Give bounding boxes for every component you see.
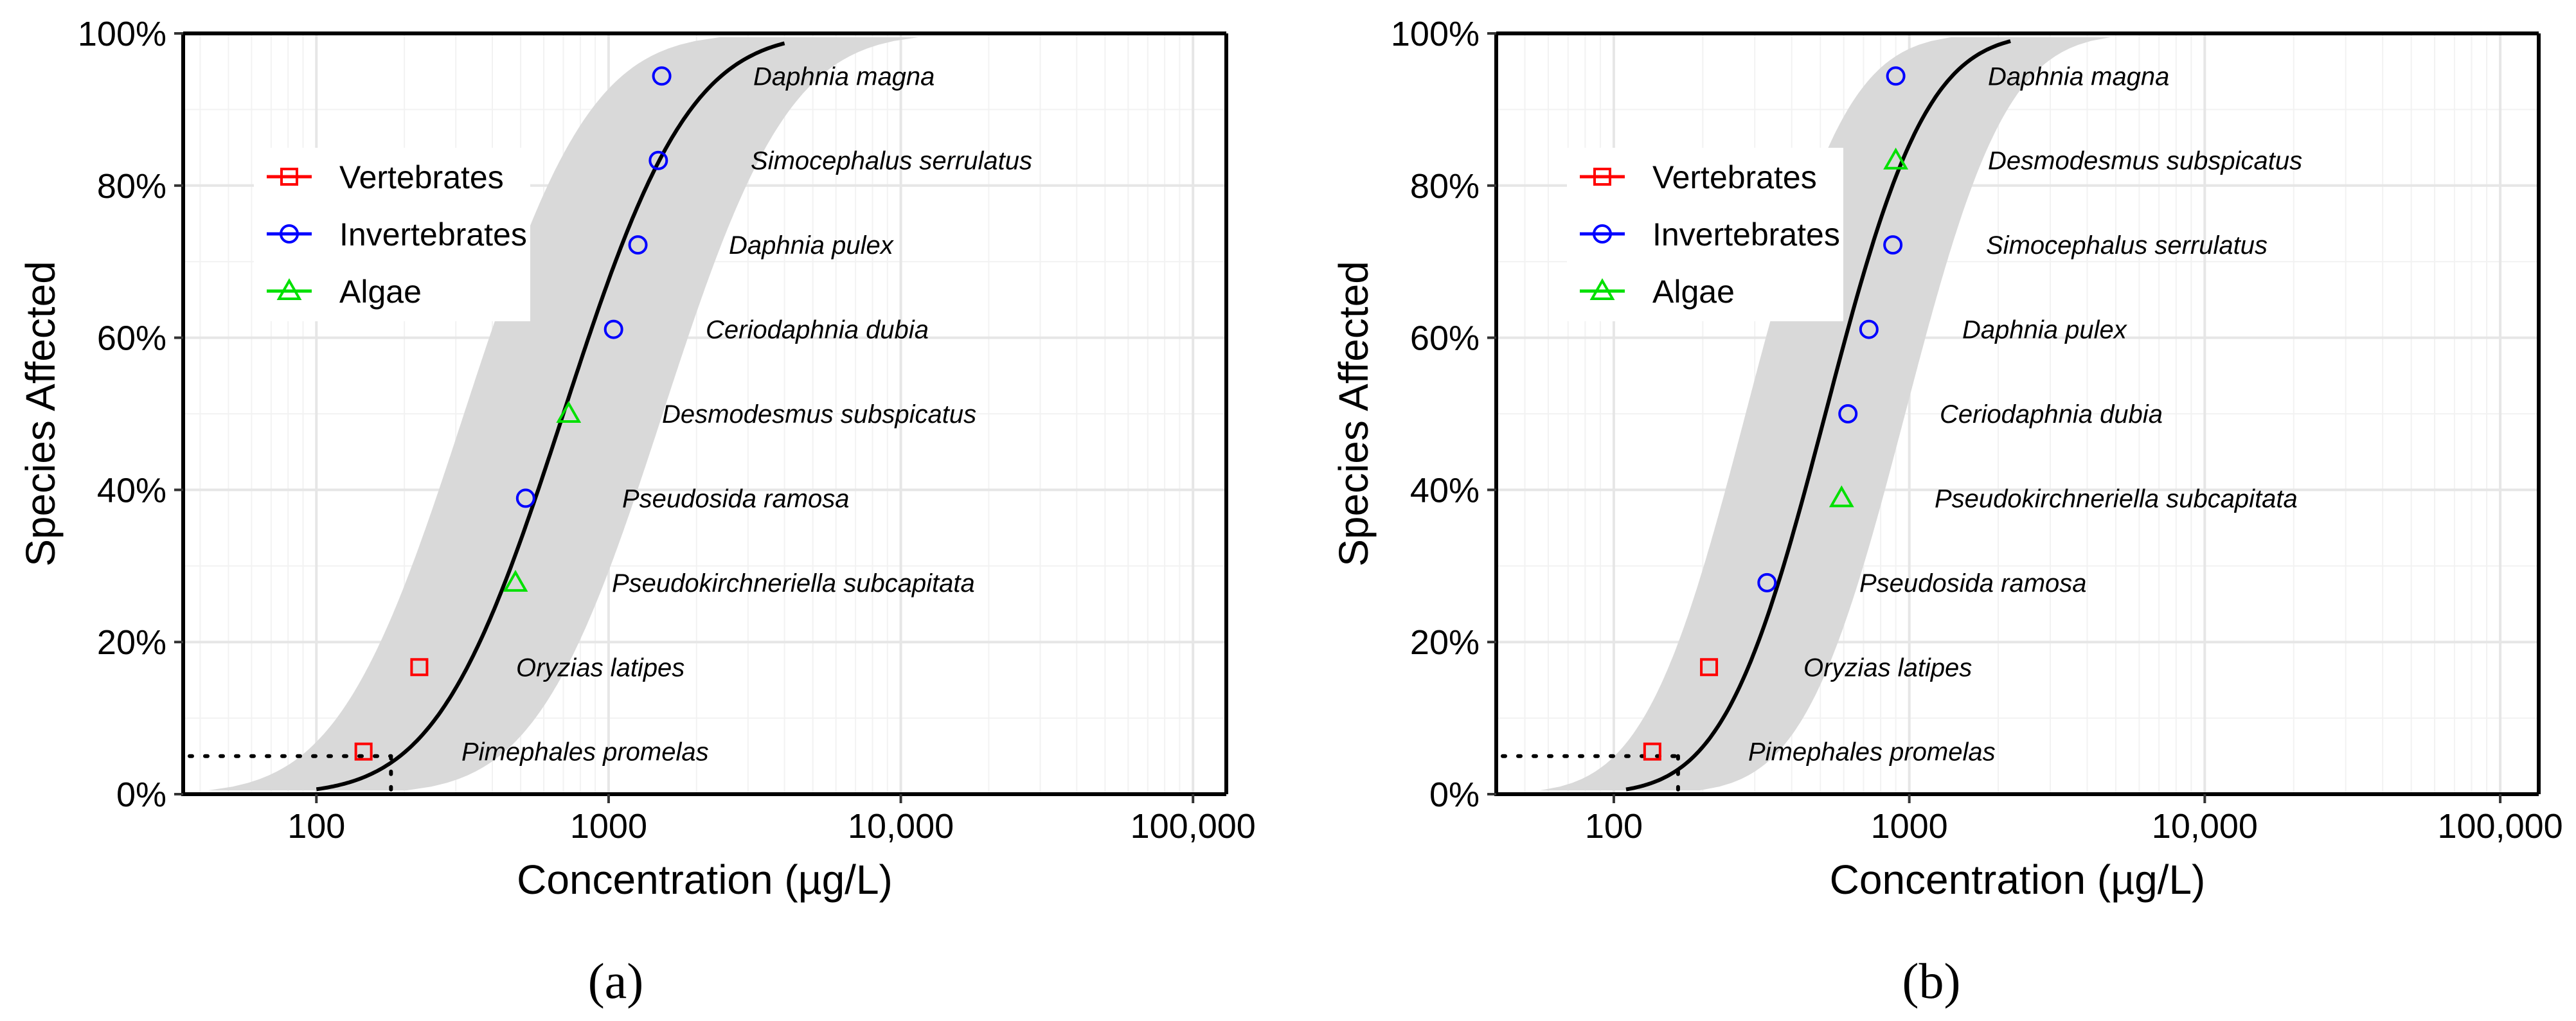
species-label: Pseudokirchneriella subcapitata (612, 569, 975, 598)
x-tick-label: 10,000 (2152, 807, 2258, 846)
legend-label: Algae (1652, 274, 1735, 310)
y-tick-label: 0% (1429, 776, 1480, 814)
legend-label: Algae (339, 274, 422, 310)
legend: Vertebrates Invertebrates Algae (254, 148, 530, 321)
point-algae (556, 400, 582, 423)
species-label: Desmodesmus subspicatus (1988, 147, 2302, 175)
species-label: Daphnia magna (1988, 62, 2169, 91)
y-tick-label: 80% (1410, 167, 1480, 206)
legend-marker-circle (280, 224, 299, 244)
y-tick-label: 40% (1410, 471, 1480, 510)
legend-label: Invertebrates (339, 217, 527, 253)
x-tick-label: 1000 (570, 807, 647, 846)
point-invertebrate (1757, 573, 1777, 592)
legend-marker-triangle (276, 278, 302, 300)
species-label: Daphnia magna (753, 62, 935, 91)
y-tick-label: 100% (78, 15, 166, 53)
y-tick-label: 100% (1391, 15, 1480, 53)
x-axis-title: Concentration (µg/L) (517, 857, 893, 903)
point-algae (503, 569, 528, 592)
point-invertebrate (648, 150, 668, 170)
species-label: Pimephales promelas (461, 738, 709, 767)
y-axis-title: Species Affected (17, 261, 64, 567)
legend-marker-square (1593, 168, 1611, 186)
fitted-ssd-curve (316, 41, 785, 792)
x-axis-title: Concentration (µg/L) (1830, 857, 2206, 903)
legend-label: Vertebrates (339, 159, 504, 195)
y-tick-label: 60% (97, 319, 166, 358)
legend-label: Vertebrates (1652, 159, 1817, 195)
y-tick-label: 80% (97, 167, 166, 206)
species-label: Oryzias latipes (516, 653, 684, 682)
point-vertebrate (1643, 742, 1661, 761)
y-tick-label: 0% (116, 776, 166, 814)
x-tick-label: 10,000 (848, 807, 954, 846)
point-vertebrate (1700, 658, 1719, 677)
y-tick-label: 40% (97, 471, 166, 510)
x-tick-label: 1000 (1871, 807, 1948, 846)
panel-label: (b) (1902, 953, 1961, 1009)
legend-marker-triangle (1589, 278, 1615, 300)
point-invertebrate (652, 66, 672, 86)
point-invertebrate (628, 235, 648, 255)
species-label: Pseudosida ramosa (622, 484, 850, 513)
species-label: Oryzias latipes (1803, 653, 1972, 682)
species-label: Ceriodaphnia dubia (1940, 400, 2163, 429)
species-label: Pseudokirchneriella subcapitata (1935, 484, 2298, 513)
species-label: Pseudosida ramosa (1859, 569, 2087, 598)
point-vertebrate (410, 658, 429, 677)
point-vertebrate (354, 742, 373, 761)
species-label: Desmodesmus subspicatus (662, 400, 976, 429)
y-axis-title: Species Affected (1330, 261, 1377, 567)
species-label: Pimephales promelas (1748, 738, 1996, 767)
point-algae (1883, 147, 1909, 170)
x-tick-label: 100 (287, 807, 345, 846)
species-label: Simocephalus serrulatus (751, 147, 1032, 175)
fitted-ssd-curve (1625, 39, 2011, 792)
legend-marker-circle (1593, 224, 1612, 244)
x-tick-label: 100,000 (1131, 807, 1256, 846)
point-invertebrate (604, 319, 623, 339)
legend-marker-square (280, 168, 298, 186)
species-label: Daphnia pulex (729, 231, 895, 260)
point-algae (1829, 485, 1854, 508)
panel-label: (a) (588, 953, 644, 1009)
point-invertebrate (1859, 319, 1879, 339)
species-label: Simocephalus serrulatus (1986, 231, 2267, 260)
point-invertebrate (1886, 66, 1906, 86)
legend: Vertebrates Invertebrates Algae (1567, 148, 1843, 321)
panel-b: Pimephales promelas Oryzias latipes Pseudo… (1330, 15, 2563, 1009)
point-invertebrate (515, 488, 535, 508)
x-tick-label: 100 (1585, 807, 1643, 846)
y-tick-label: 60% (1410, 319, 1480, 358)
point-invertebrate (1883, 235, 1903, 255)
y-tick-label: 20% (1410, 623, 1480, 662)
legend-label: Invertebrates (1652, 217, 1840, 253)
y-tick-label: 20% (97, 623, 166, 662)
point-invertebrate (1838, 404, 1858, 423)
panel-a: Pimephales promelas Oryzias latipes Pseudo… (17, 15, 1256, 1009)
x-tick-label: 100,000 (2437, 807, 2563, 846)
species-label: Ceriodaphnia dubia (706, 316, 929, 344)
species-label: Daphnia pulex (1962, 316, 2128, 344)
